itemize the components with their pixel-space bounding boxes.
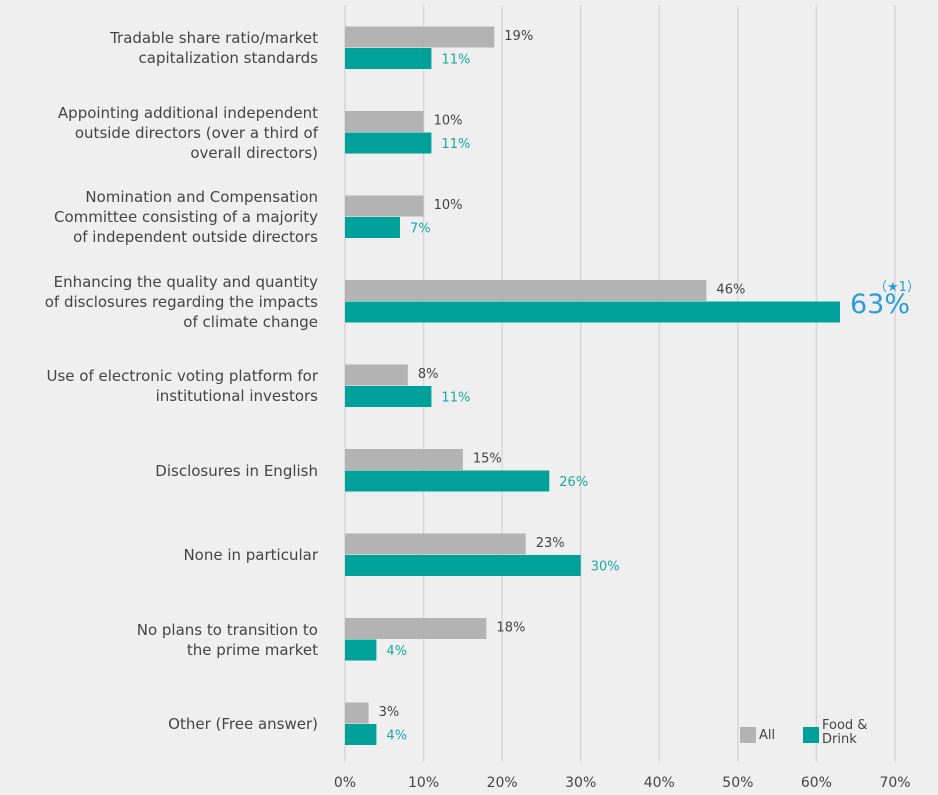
x-tick-label: 50%	[722, 775, 753, 791]
value-label: 10%	[434, 114, 463, 129]
legend-swatch	[803, 727, 819, 743]
bar	[345, 618, 487, 639]
value-label: 4%	[386, 729, 407, 744]
category-label: Other (Free answer)	[168, 715, 318, 733]
bar	[345, 702, 369, 724]
x-tick-label: 20%	[487, 775, 518, 791]
value-label: 18%	[496, 621, 525, 636]
x-tick-label: 70%	[879, 775, 910, 791]
value-label: 19%	[504, 29, 533, 44]
value-label: 11%	[441, 391, 470, 406]
value-label: 23%	[536, 536, 565, 551]
value-label-highlight: 63%	[850, 289, 910, 320]
bar	[345, 533, 526, 555]
x-tick-label: 0%	[334, 775, 356, 791]
value-label: 11%	[441, 53, 470, 68]
bar	[345, 470, 550, 492]
x-tick-label: 10%	[408, 775, 439, 791]
value-label: 15%	[473, 452, 502, 467]
bar	[345, 132, 432, 154]
x-tick-label: 60%	[801, 775, 832, 791]
category-label: Tradable share ratio/market capitalizati…	[110, 29, 318, 67]
x-tick-label: 40%	[644, 775, 675, 791]
bar	[345, 449, 463, 470]
value-label: 4%	[386, 644, 407, 659]
bar	[345, 111, 424, 132]
x-tick-label: 30%	[565, 775, 596, 791]
value-label: 30%	[591, 560, 620, 575]
value-label: 7%	[410, 222, 431, 237]
legend-label: All	[759, 728, 776, 743]
bar	[345, 364, 408, 386]
bar	[345, 301, 840, 323]
bar	[345, 48, 432, 69]
category-label: Use of electronic voting platform for in…	[46, 367, 318, 405]
bar	[345, 724, 377, 745]
bar	[345, 639, 377, 661]
legend-label: Food & Drink	[822, 718, 868, 747]
value-label: 3%	[379, 705, 400, 720]
value-label: 8%	[418, 367, 439, 382]
bar	[345, 386, 432, 407]
value-label: 26%	[559, 475, 588, 490]
bar	[345, 280, 707, 301]
value-label: 11%	[441, 137, 470, 152]
value-label: 46%	[716, 283, 745, 298]
legend-swatch	[740, 727, 756, 743]
category-label: Disclosures in English	[155, 461, 318, 480]
category-label: None in particular	[183, 546, 318, 564]
value-label: 10%	[434, 198, 463, 213]
bar	[345, 26, 495, 48]
category-label: Appointing additional independent outsid…	[57, 103, 318, 162]
bar	[345, 217, 400, 238]
category-label: Enhancing the quality and quantity of di…	[44, 272, 318, 331]
category-label: No plans to transition to the prime mark…	[136, 620, 318, 659]
bar	[345, 555, 581, 576]
bar	[345, 195, 424, 217]
category-label: Nomination and Compensation Committee co…	[53, 188, 318, 246]
annotation: （★1）	[874, 280, 920, 295]
